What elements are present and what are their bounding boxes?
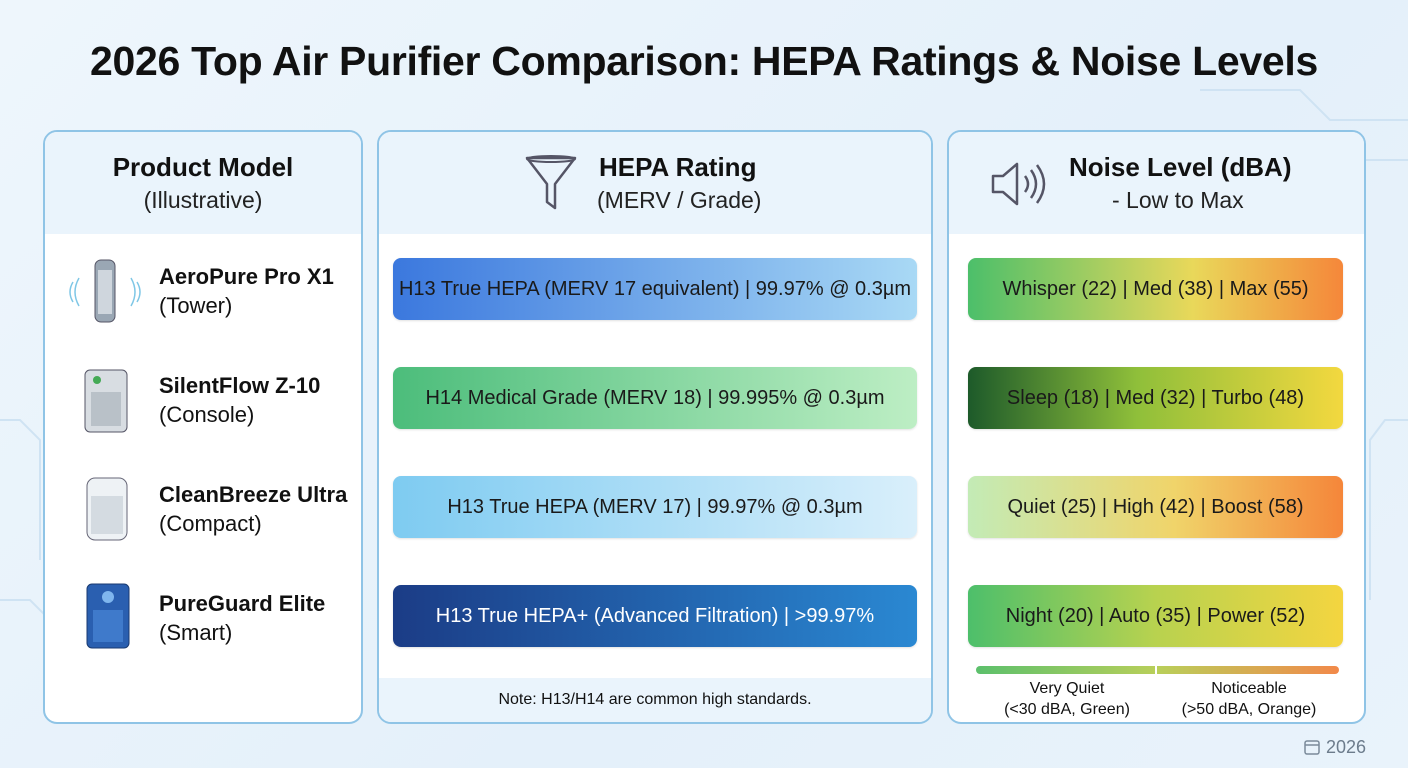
smart-icon <box>86 583 130 649</box>
noise-panel: Noise Level (dBA) - Low to Max Whisper (… <box>947 130 1366 724</box>
product-type: (Tower) <box>159 293 233 318</box>
hepa-panel: HEPA Rating (MERV / Grade) H13 True HEPA… <box>377 130 933 724</box>
product-name: SilentFlow Z-10 <box>159 373 321 398</box>
panel-header: Product Model (Illustrative) <box>45 132 361 234</box>
noise-pill: Sleep (18) | Med (32) | Turbo (48) <box>968 367 1343 429</box>
legend-detail: (>50 dBA, Orange) <box>1181 701 1317 718</box>
tower-icon <box>69 259 141 323</box>
product-type: (Compact) <box>159 511 262 536</box>
product-name: AeroPure Pro X1 <box>159 264 334 289</box>
legend-label: Noticeable <box>1211 680 1287 697</box>
noise-pill: Quiet (25) | High (42) | Boost (58) <box>968 476 1343 538</box>
legend-item: Noticeable (>50 dBA, Orange) <box>1159 678 1339 720</box>
compact-icon <box>86 477 128 541</box>
product-name: PureGuard Elite <box>159 591 326 616</box>
note: Note: H13/H14 are common high standards. <box>379 678 931 722</box>
product-icons <box>69 259 141 649</box>
console-icon <box>84 369 128 433</box>
hepa-pill: H13 True HEPA (MERV 17) | 99.97% @ 0.3µm <box>393 476 917 538</box>
hepa-pill: H14 Medical Grade (MERV 18) | 99.995% @ … <box>393 367 917 429</box>
column-title: Noise Level (dBA) <box>1069 152 1292 182</box>
column-subtitle: (Illustrative) <box>143 187 263 213</box>
product-type: (Smart) <box>159 620 233 645</box>
speaker-icon <box>991 162 1046 206</box>
legend-label: Very Quiet <box>1029 680 1105 697</box>
column-subtitle: (MERV / Grade) <box>597 187 762 213</box>
noise-scale-bar <box>976 666 1339 674</box>
product-panel: Product Model (Illustrative) AeroPure <box>43 130 363 724</box>
footer-year: 2026 <box>1326 737 1367 757</box>
page-title: 2026 Top Air Purifier Comparison: HEPA R… <box>90 38 1318 84</box>
product-name: CleanBreeze Ultra <box>159 482 348 507</box>
product-type: (Console) <box>159 402 255 427</box>
scale-divider <box>1155 664 1157 676</box>
noise-pill: Night (20) | Auto (35) | Power (52) <box>968 585 1343 647</box>
hepa-pill: H13 True HEPA+ (Advanced Filtration) | >… <box>393 585 917 647</box>
filter-icon <box>525 155 577 210</box>
hepa-pill: H13 True HEPA (MERV 17 equivalent) | 99.… <box>393 258 917 320</box>
column-subtitle: - Low to Max <box>1112 187 1244 213</box>
column-title: HEPA Rating <box>599 152 757 182</box>
panel-header: Noise Level (dBA) - Low to Max <box>949 132 1364 234</box>
calendar-icon <box>1304 740 1320 755</box>
noise-pill: Whisper (22) | Med (38) | Max (55) <box>968 258 1343 320</box>
legend-item: Very Quiet (<30 dBA, Green) <box>977 678 1157 720</box>
column-title: Product Model <box>112 152 294 182</box>
panel-header: HEPA Rating (MERV / Grade) <box>379 132 931 234</box>
legend-detail: (<30 dBA, Green) <box>1004 701 1130 718</box>
